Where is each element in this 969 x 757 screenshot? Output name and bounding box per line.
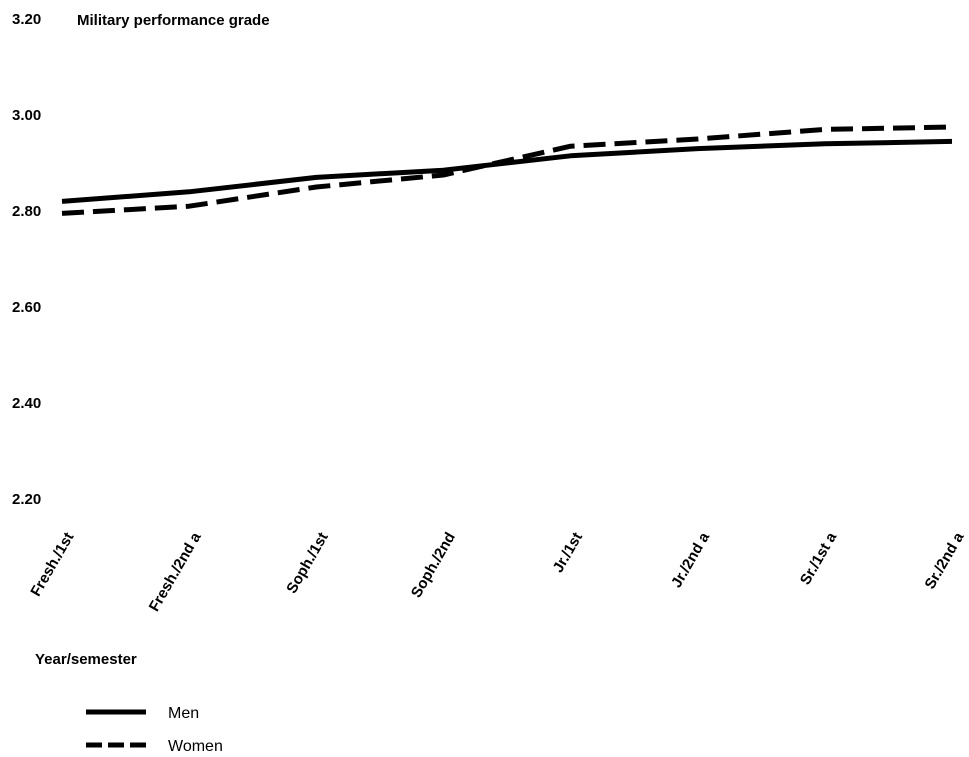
- series-layer: [61, 124, 953, 216]
- y-tick-label: 2.20: [12, 491, 41, 508]
- x-axis-ticks: Fresh./1st Fresh./2nd a Soph./1st Soph./2nd…: [27, 529, 967, 615]
- x-tick-label: Sr./1st a: [797, 529, 841, 588]
- legend: Men Women: [86, 705, 223, 755]
- y-tick-label: 3.20: [12, 11, 41, 28]
- x-axis-title: Year/semester: [35, 651, 137, 668]
- legend-label-women: Women: [168, 738, 223, 755]
- x-tick-label: Soph./2nd: [408, 530, 459, 601]
- y-axis-ticks: 3.20 3.00 2.80 2.60 2.40 2.20: [12, 11, 41, 508]
- series-line-women: [61, 124, 953, 216]
- x-tick-label: Fresh./2nd a: [146, 529, 205, 615]
- legend-label-men: Men: [168, 705, 199, 722]
- x-tick-label: Jr./1st: [550, 530, 586, 576]
- y-tick-label: 2.80: [12, 203, 41, 220]
- x-tick-label: Soph./1st: [283, 530, 331, 597]
- y-tick-label: 2.40: [12, 395, 41, 412]
- y-tick-label: 2.60: [12, 299, 41, 316]
- y-tick-label: 3.00: [12, 107, 41, 124]
- x-tick-label: Fresh./1st: [27, 530, 77, 600]
- chart-title: Military performance grade: [77, 12, 270, 29]
- x-tick-label: Sr./2nd a: [921, 529, 967, 592]
- x-tick-label: Jr./2nd a: [668, 529, 713, 591]
- series-line-men: [61, 138, 953, 204]
